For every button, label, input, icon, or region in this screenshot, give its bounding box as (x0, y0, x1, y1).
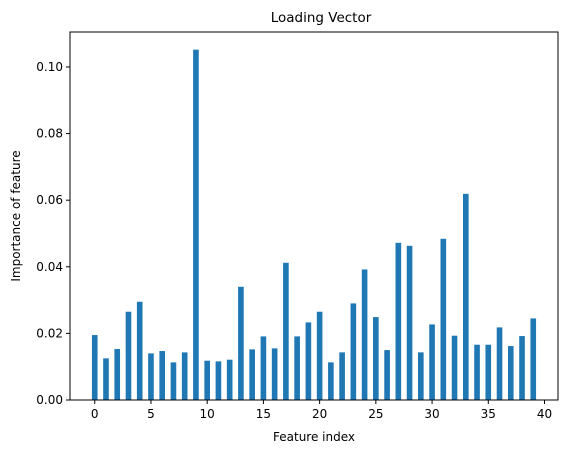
bar-feature-16 (272, 348, 278, 400)
bar-feature-25 (373, 317, 379, 400)
y-tick-label: 0.06 (36, 193, 63, 207)
y-tick-label: 0.04 (36, 260, 63, 274)
bar-feature-17 (283, 263, 289, 400)
y-tick-label: 0.00 (36, 393, 63, 407)
y-tick-label: 0.08 (36, 127, 63, 141)
bar-feature-29 (418, 352, 424, 400)
bar-feature-19 (306, 322, 312, 400)
bar-feature-9 (193, 50, 199, 400)
plot-frame (70, 32, 558, 400)
bar-feature-30 (429, 324, 435, 400)
x-tick-label: 30 (424, 407, 439, 421)
bar-feature-11 (216, 361, 222, 400)
bar-feature-24 (362, 269, 368, 400)
bar-feature-27 (396, 243, 402, 400)
x-axis-label: Feature index (273, 430, 355, 444)
y-tick-label: 0.02 (36, 326, 63, 340)
x-tick-label: 35 (481, 407, 496, 421)
bar-feature-2 (114, 349, 120, 400)
bar-feature-5 (148, 353, 154, 400)
bar-feature-23 (351, 303, 357, 400)
bar-feature-34 (474, 345, 480, 400)
bar-feature-37 (508, 346, 514, 400)
bar-feature-33 (463, 194, 469, 400)
bar-feature-38 (519, 336, 525, 400)
bar-feature-6 (159, 351, 165, 400)
bar-feature-31 (441, 239, 447, 400)
bars-group (92, 50, 536, 400)
bar-feature-4 (137, 302, 143, 400)
y-axis-ticks: 0.00 0.02 0.04 0.06 0.08 0.10 (36, 60, 70, 407)
bar-feature-22 (339, 352, 345, 400)
bar-feature-15 (261, 336, 267, 400)
bar-feature-10 (204, 361, 210, 400)
bar-feature-0 (92, 335, 98, 400)
bar-feature-7 (171, 362, 177, 400)
y-tick-label: 0.10 (36, 60, 63, 74)
bar-feature-35 (485, 345, 491, 400)
bar-feature-13 (238, 287, 244, 400)
x-tick-label: 15 (256, 407, 271, 421)
bar-feature-3 (126, 312, 132, 400)
x-axis-ticks: 0 5 10 15 20 25 30 35 40 (91, 400, 552, 421)
bar-feature-14 (249, 349, 255, 400)
y-axis-label: Importance of feature (9, 150, 23, 281)
x-tick-label: 10 (200, 407, 215, 421)
bar-feature-12 (227, 360, 233, 400)
x-tick-label: 20 (312, 407, 327, 421)
x-tick-label: 0 (91, 407, 99, 421)
x-tick-label: 40 (537, 407, 552, 421)
bar-feature-39 (530, 318, 536, 400)
bar-feature-8 (182, 352, 188, 400)
bar-feature-32 (452, 336, 458, 400)
x-tick-label: 5 (147, 407, 155, 421)
x-tick-label: 25 (368, 407, 383, 421)
bar-feature-18 (294, 336, 300, 400)
bar-feature-26 (384, 350, 390, 400)
bar-feature-36 (497, 327, 503, 400)
bar-feature-21 (328, 362, 334, 400)
bar-feature-20 (317, 312, 323, 400)
chart-title: Loading Vector (271, 10, 372, 26)
bar-feature-1 (103, 358, 109, 400)
bar-feature-28 (407, 246, 413, 400)
